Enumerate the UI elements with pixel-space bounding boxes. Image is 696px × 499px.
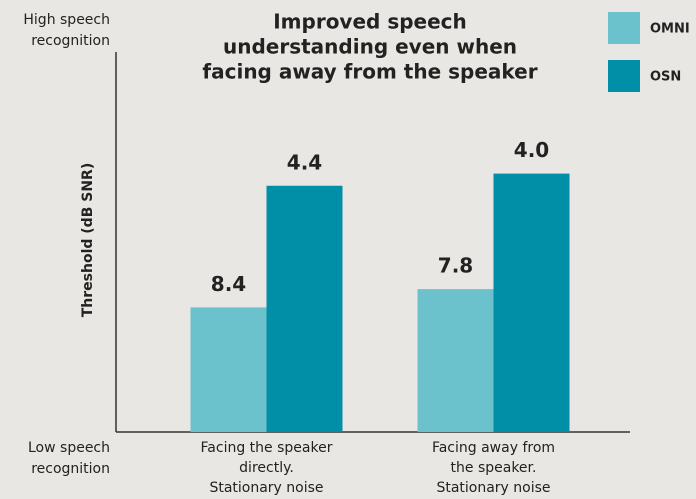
data-label: 4.0	[514, 138, 549, 162]
bar	[190, 307, 267, 432]
y-top-annotation: High speech	[23, 12, 110, 28]
data-label: 7.8	[438, 254, 473, 278]
y-top-annotation: recognition	[31, 33, 110, 49]
legend-swatch	[608, 60, 640, 92]
legend-label: OSN	[650, 70, 681, 85]
chart-title: Improved speech	[273, 10, 467, 34]
x-tick-label: Facing away from	[432, 440, 555, 456]
bar	[493, 173, 570, 432]
bar	[266, 185, 343, 432]
x-tick-label: Stationary noise	[436, 480, 550, 496]
y-axis-label: Threshold (dB SNR)	[80, 163, 96, 317]
chart-title: understanding even when	[223, 35, 517, 59]
legend-swatch	[608, 12, 640, 44]
y-bottom-annotation: recognition	[31, 461, 110, 477]
x-tick-label: the speaker.	[451, 460, 537, 476]
x-tick-label: Stationary noise	[209, 480, 323, 496]
x-tick-label: Facing the speaker	[201, 440, 333, 456]
bar	[417, 289, 494, 432]
y-bottom-annotation: Low speech	[28, 440, 110, 456]
chart-title: facing away from the speaker	[202, 60, 537, 84]
x-tick-label: directly.	[239, 460, 294, 476]
data-label: 8.4	[211, 272, 246, 296]
data-label: 4.4	[287, 150, 322, 174]
legend-label: OMNI	[650, 22, 690, 37]
